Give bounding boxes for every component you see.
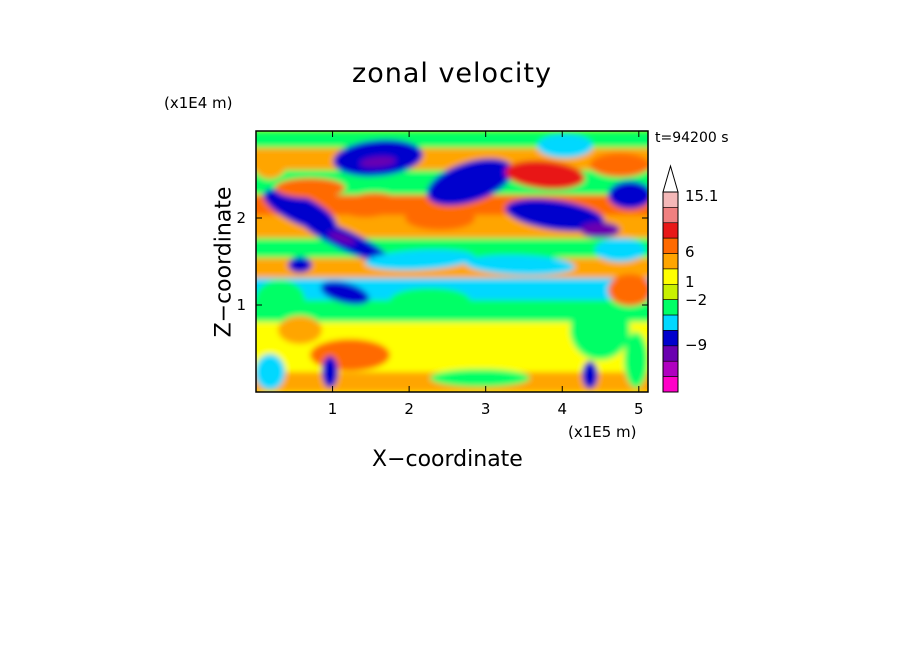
field-blob [595,238,645,262]
time-annotation: t=94200 s [655,130,729,146]
field-blob [580,222,620,238]
field-blob [590,153,648,177]
colorbar-segment [662,191,679,208]
x-axis-label: X−coordinate [372,447,523,472]
field-blob [310,339,390,371]
field-blob [256,354,285,390]
x-tick-label: 5 [634,400,644,418]
plot-frame [255,130,649,393]
field-blob [505,198,605,232]
field-blob [537,134,593,158]
field-band [256,131,648,148]
x-axis-unit: (x1E5 m) [568,423,637,441]
chart-title: zonal velocity [352,58,552,89]
field-blob [320,281,370,305]
field-blob [426,158,514,206]
field-blob [365,249,475,271]
colorbar-segment [662,268,679,285]
colorbar-label: −2 [685,291,707,309]
field-blob [288,257,312,273]
colorbar-segment [662,330,679,347]
colorbar-segment [662,237,679,254]
colorbar-label: 1 [685,273,695,291]
axes: 1 2 3 4 5 1 2 [236,131,648,418]
colorbar-label: 15.1 [685,187,718,205]
field-blob [505,160,585,190]
x-tick-label: 4 [557,400,567,418]
field-blob [608,274,648,306]
colorbar-segment [662,360,679,377]
field-blob [582,361,598,389]
colorbar-arrow [662,164,679,193]
field-blob [275,178,345,198]
x-tick-label: 1 [328,400,338,418]
field-structures [256,131,648,392]
field-blob [405,206,475,230]
colorbar-frame [662,191,679,393]
x-tick-label: 2 [404,400,414,418]
colorbar-segment [662,253,679,270]
colorbar-segment [662,284,679,300]
field-blob [570,300,630,360]
colorbar-label: 6 [685,243,695,261]
colorbar-label: −9 [685,336,707,354]
colorbar-segment [662,345,679,362]
field-blob [328,231,356,245]
y-tick-label: 2 [236,209,246,227]
colorbar: 15.1 6 1−2 −9 [662,164,718,393]
y-axis-unit: (x1E4 m) [164,94,233,112]
field-blob [465,254,575,276]
field-blob [430,369,530,387]
field-blob [360,156,396,168]
colorbar-segment [662,376,679,393]
field-blob [624,332,648,388]
colorbar-segment [662,299,679,316]
field-blob [390,288,470,312]
colorbar-segment [662,222,679,239]
field-blob [340,192,400,218]
field-blob [278,316,322,344]
field-blob [256,151,286,179]
colorbar-segment [662,207,679,224]
y-tick-label: 1 [236,296,246,314]
colorbar-segment [662,314,679,331]
field-blob [608,181,648,209]
field-band [256,300,648,322]
field-blob [256,280,305,320]
field-blob [322,356,338,388]
contour-fill [256,131,648,392]
x-tick-label: 3 [481,400,491,418]
